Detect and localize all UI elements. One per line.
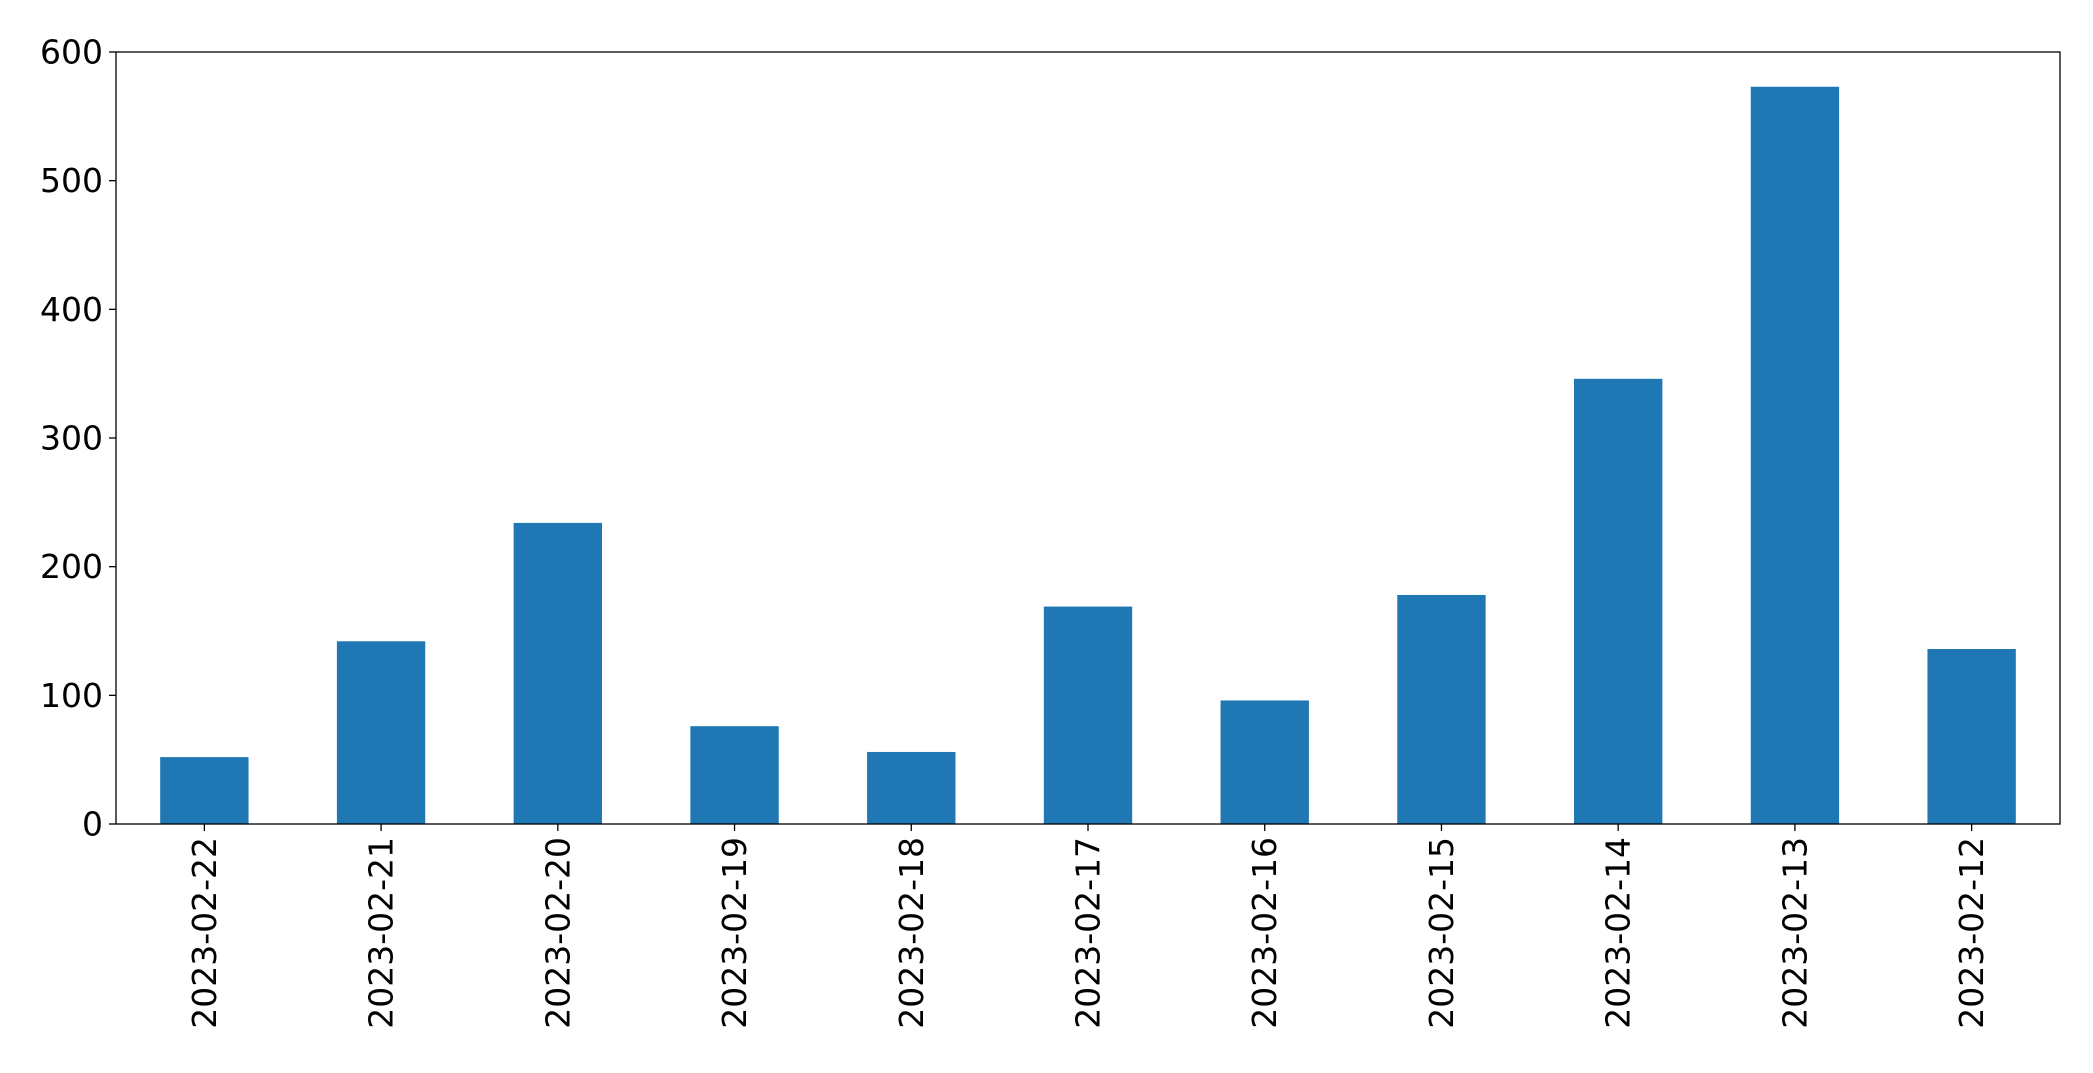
plot-frame bbox=[115, 51, 2061, 825]
y-tick-label: 600 bbox=[40, 33, 103, 72]
bar-2023-02-14 bbox=[1574, 378, 1663, 824]
bar-2023-02-15 bbox=[1397, 594, 1486, 824]
x-tick-label: 2023-02-16 bbox=[1245, 837, 1284, 1029]
x-tick-label: 2023-02-15 bbox=[1422, 837, 1461, 1029]
y-tick-label: 300 bbox=[40, 419, 103, 458]
y-tick-label: 100 bbox=[40, 676, 103, 715]
x-tick-label: 2023-02-19 bbox=[715, 837, 754, 1029]
bar-2023-02-16 bbox=[1220, 700, 1309, 824]
y-tick-label: 500 bbox=[40, 161, 103, 200]
x-tick-label: 2023-02-21 bbox=[362, 837, 401, 1029]
bar-2023-02-18 bbox=[867, 751, 956, 824]
y-axis: 0 100 200 300 400 500 600 bbox=[40, 33, 116, 844]
y-tick-label: 200 bbox=[40, 547, 103, 586]
bar-2023-02-19 bbox=[690, 726, 779, 824]
bar-2023-02-22 bbox=[160, 757, 249, 824]
x-tick-label: 2023-02-20 bbox=[538, 837, 577, 1029]
bar-2023-02-13 bbox=[1750, 86, 1840, 825]
x-tick-label: 2023-02-22 bbox=[185, 837, 224, 1029]
bar-2023-02-17 bbox=[1043, 606, 1133, 824]
bar-2023-02-20 bbox=[513, 522, 602, 824]
y-tick-label: 400 bbox=[40, 290, 103, 329]
bar-2023-02-12 bbox=[1927, 649, 2016, 824]
y-tick-label: 0 bbox=[82, 805, 103, 844]
x-tick-label: 2023-02-14 bbox=[1599, 837, 1638, 1029]
bar-2023-02-21 bbox=[336, 641, 426, 824]
x-axis: 2023-02-22 2023-02-21 2023-02-20 2023-02-19… bbox=[185, 824, 1991, 1029]
x-tick-label: 2023-02-17 bbox=[1069, 837, 1108, 1029]
x-tick-label: 2023-02-12 bbox=[1952, 837, 1991, 1029]
x-tick-label: 2023-02-13 bbox=[1775, 837, 1814, 1029]
x-tick-label: 2023-02-18 bbox=[892, 837, 931, 1029]
bars-layer bbox=[160, 86, 2016, 825]
